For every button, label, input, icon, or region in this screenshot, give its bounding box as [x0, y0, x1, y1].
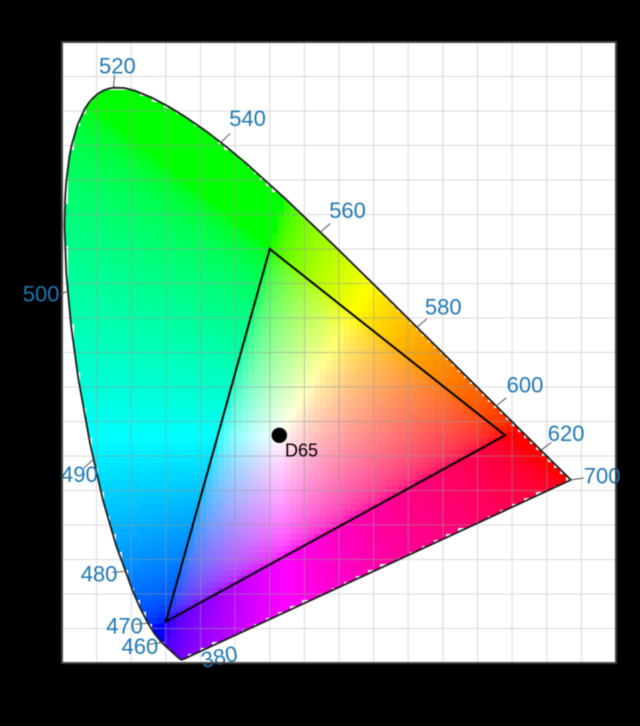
- svg-text:480: 480: [81, 562, 118, 587]
- svg-text:490: 490: [61, 462, 98, 487]
- svg-text:540: 540: [229, 106, 266, 131]
- svg-text:600: 600: [507, 372, 544, 397]
- svg-text:D65: D65: [285, 440, 318, 460]
- svg-text:620: 620: [548, 421, 585, 446]
- svg-text:580: 580: [425, 295, 462, 320]
- svg-text:500: 500: [23, 282, 60, 307]
- svg-text:520: 520: [99, 53, 136, 78]
- svg-text:460: 460: [122, 634, 159, 659]
- svg-text:560: 560: [329, 198, 366, 223]
